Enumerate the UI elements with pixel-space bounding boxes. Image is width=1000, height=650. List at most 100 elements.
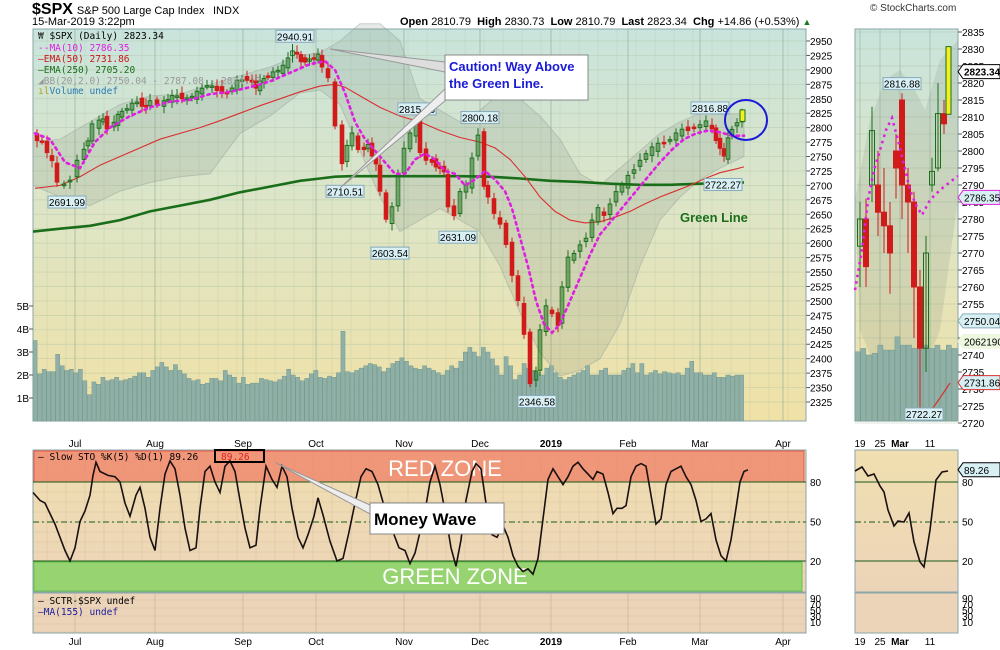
- sto-value-box: [214, 449, 265, 463]
- svg-text:2775: 2775: [962, 232, 985, 243]
- svg-text:2820: 2820: [962, 79, 985, 90]
- svg-text:25: 25: [874, 439, 886, 450]
- svg-text:2750: 2750: [810, 153, 833, 164]
- open-value: 2810.79: [431, 16, 471, 28]
- svg-text:50: 50: [810, 606, 822, 617]
- green-zone: [33, 561, 803, 592]
- svg-text:Nov: Nov: [395, 637, 413, 648]
- svg-text:11: 11: [925, 439, 936, 450]
- svg-text:80: 80: [810, 478, 822, 489]
- svg-text:Dec: Dec: [471, 637, 489, 648]
- legend-ema50: EMA(50) 2731.86: [44, 54, 130, 65]
- svg-text:ılVolume undef: ılVolume undef: [38, 86, 118, 97]
- svg-text:50: 50: [810, 518, 822, 529]
- legend-volume: Volume undef: [49, 86, 118, 97]
- svg-text:2475: 2475: [810, 311, 833, 322]
- svg-text:Mar: Mar: [891, 439, 909, 450]
- legend-main: $SPX (Daily) 2823.34: [49, 31, 164, 42]
- svg-text:2450: 2450: [810, 326, 833, 337]
- low-label: Low: [550, 16, 573, 28]
- svg-text:30: 30: [962, 612, 974, 623]
- svg-text:2875: 2875: [810, 80, 833, 91]
- svg-text:Oct: Oct: [308, 637, 324, 648]
- svg-text:2525: 2525: [810, 282, 833, 293]
- sto-detail-line: [854, 465, 949, 569]
- date-axis-detail: 19 25 Mar 11: [854, 439, 935, 450]
- svg-text:Oct: Oct: [308, 439, 324, 450]
- price-label: 2691.99: [47, 195, 87, 209]
- value-tag-volume: 2062190: [957, 333, 1000, 349]
- up-arrow-icon: ▲: [802, 17, 812, 27]
- svg-text:Mar: Mar: [891, 637, 909, 648]
- value-tag-bb: 2750.04: [957, 313, 1000, 329]
- svg-text:— Slow STO %K(5) %D(1) 89.26: — Slow STO %K(5) %D(1) 89.26: [38, 452, 198, 463]
- svg-text:Aug: Aug: [146, 439, 164, 450]
- svg-text:2346.58: 2346.58: [519, 398, 556, 409]
- index-name: S&P 500 Large Cap Index: [76, 5, 205, 17]
- high-value: 2830.73: [504, 16, 545, 28]
- quote-bar: Open 2810.79 High 2830.73 Low 2810.79 La…: [400, 16, 811, 28]
- svg-text:2810: 2810: [962, 113, 985, 124]
- svg-text:2500: 2500: [810, 297, 833, 308]
- price-panel: 2940.91 2691.99 2710.51 2603.54 2815.15 2800.…: [17, 23, 833, 422]
- svg-text:2816.88: 2816.88: [692, 104, 729, 115]
- svg-text:—EMA(50) 2731.86: —EMA(50) 2731.86: [38, 54, 130, 65]
- svg-text:10: 10: [810, 618, 822, 629]
- svg-text:2770: 2770: [962, 249, 985, 260]
- svg-text:2350: 2350: [810, 384, 833, 395]
- svg-text:89.26: 89.26: [964, 466, 989, 477]
- caution-callout: Caution! Way Above the Green Line.: [329, 48, 589, 189]
- svg-text:Mar: Mar: [691, 637, 709, 648]
- svg-text:10: 10: [962, 618, 974, 629]
- green-line-label: Green Line: [680, 210, 748, 225]
- svg-text:2815.15: 2815.15: [399, 105, 436, 116]
- svg-text:2725: 2725: [962, 402, 985, 413]
- copyright: © StockCharts.com: [870, 3, 957, 14]
- svg-text:--MA(10) 2786.35: --MA(10) 2786.35: [38, 43, 130, 54]
- chg-label: Chg: [693, 16, 715, 28]
- svg-text:2730: 2730: [962, 385, 985, 396]
- svg-text:3B: 3B: [17, 348, 30, 359]
- high-label: High: [477, 16, 502, 28]
- svg-text:2731.86: 2731.86: [964, 379, 1000, 390]
- last-label: Last: [621, 16, 645, 28]
- price-labels: 2940.91 2691.99 2710.51 2603.54 2815.15 2800.…: [47, 29, 743, 409]
- price-label: 2631.09: [438, 230, 478, 244]
- svg-text:2375: 2375: [810, 369, 833, 380]
- legend-ema250: EMA(250) 2705.20: [44, 65, 136, 76]
- open-label: Open: [400, 16, 429, 28]
- svg-text:2725: 2725: [810, 167, 833, 178]
- price-label: 2940.91: [275, 29, 315, 43]
- svg-text:2800: 2800: [962, 147, 985, 158]
- green-zone-label: GREEN ZONE: [382, 564, 527, 589]
- svg-text:2720: 2720: [962, 419, 985, 430]
- svg-text:2760: 2760: [962, 283, 985, 294]
- last-value: 2823.34: [647, 16, 687, 28]
- svg-text:2800: 2800: [810, 124, 833, 135]
- svg-text:2740: 2740: [962, 351, 985, 362]
- legend-ma155: MA(155) undef: [44, 607, 118, 618]
- svg-text:Dec: Dec: [471, 439, 489, 450]
- price-axis: 2950 2925 2900 2875 2850 2825 2800 2775 2750 2725…: [805, 29, 833, 421]
- sto-value-highlight: 89.26: [221, 452, 250, 463]
- svg-text:2815: 2815: [962, 96, 985, 107]
- chart-title: $SPX S&P 500 Large Cap Index INDX: [32, 1, 239, 19]
- symbol: $SPX: [32, 1, 73, 18]
- svg-text:—MA(155) undef: —MA(155) undef: [38, 607, 118, 618]
- caution-text-1: Caution! Way Above: [449, 59, 574, 74]
- svg-text:2650: 2650: [810, 210, 833, 221]
- svg-text:Feb: Feb: [619, 439, 637, 450]
- svg-text:30: 30: [810, 612, 822, 623]
- datetime: 15-Mar-2019 3:22pm: [32, 16, 135, 28]
- svg-text:2900: 2900: [810, 66, 833, 77]
- money-wave-label: Money Wave: [374, 510, 476, 529]
- main-legend: ₩ $SPX (Daily) 2823.34 --MA(10) 2786.35 …: [38, 31, 261, 97]
- svg-text:Sep: Sep: [234, 439, 252, 450]
- svg-text:Nov: Nov: [395, 439, 413, 450]
- svg-text:2825: 2825: [810, 109, 833, 120]
- svg-text:2835: 2835: [962, 28, 985, 39]
- chg-value: +14.86 (+0.53%): [717, 16, 800, 28]
